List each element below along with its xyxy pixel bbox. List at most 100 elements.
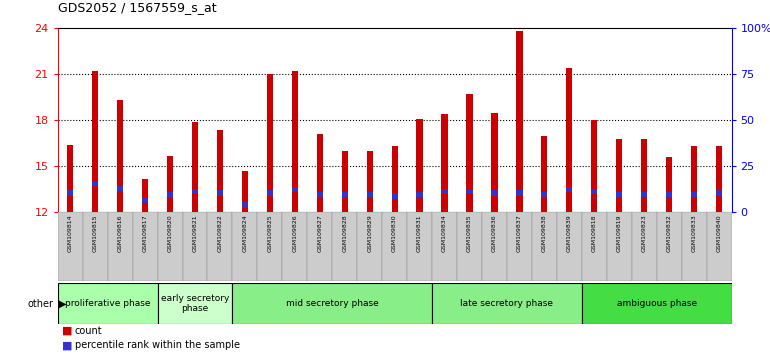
Text: GSM109834: GSM109834 xyxy=(442,215,447,252)
Bar xyxy=(467,189,473,194)
Bar xyxy=(516,190,523,195)
Bar xyxy=(266,190,273,195)
Text: early secretory
phase: early secretory phase xyxy=(161,294,229,313)
Bar xyxy=(92,71,99,212)
Bar xyxy=(391,147,398,212)
Bar xyxy=(641,139,648,212)
Text: ambiguous phase: ambiguous phase xyxy=(617,299,697,308)
Text: GSM109822: GSM109822 xyxy=(217,215,223,252)
Bar xyxy=(467,94,473,212)
Text: GSM109819: GSM109819 xyxy=(617,215,621,252)
Text: GDS2052 / 1567559_s_at: GDS2052 / 1567559_s_at xyxy=(58,1,216,14)
Bar xyxy=(507,212,532,281)
Text: ■: ■ xyxy=(62,340,72,350)
Text: GSM109821: GSM109821 xyxy=(192,215,197,252)
Bar xyxy=(58,283,158,324)
Bar xyxy=(666,157,672,212)
Text: other: other xyxy=(28,298,54,309)
Bar xyxy=(292,71,298,212)
Bar xyxy=(432,283,582,324)
Bar xyxy=(516,32,523,212)
Text: GSM109828: GSM109828 xyxy=(342,215,347,252)
Bar xyxy=(616,192,622,197)
Text: GSM109816: GSM109816 xyxy=(118,215,122,252)
Text: ▶: ▶ xyxy=(59,298,67,309)
Text: GSM109838: GSM109838 xyxy=(542,215,547,252)
Text: GSM109826: GSM109826 xyxy=(293,215,297,252)
Bar xyxy=(616,139,622,212)
Text: GSM109818: GSM109818 xyxy=(592,215,597,252)
Text: GSM109825: GSM109825 xyxy=(267,215,273,252)
Bar xyxy=(417,119,423,212)
Text: count: count xyxy=(75,326,102,336)
Bar xyxy=(367,192,373,197)
Bar xyxy=(707,212,732,281)
Text: GSM109832: GSM109832 xyxy=(667,215,671,252)
Text: percentile rank within the sample: percentile rank within the sample xyxy=(75,340,239,350)
Bar xyxy=(457,212,482,281)
Text: GSM109830: GSM109830 xyxy=(392,215,397,252)
Bar xyxy=(192,189,198,194)
Text: GSM109837: GSM109837 xyxy=(517,215,522,252)
Bar xyxy=(582,212,607,281)
Text: GSM109829: GSM109829 xyxy=(367,215,372,252)
Bar xyxy=(142,198,148,203)
Bar xyxy=(158,283,233,324)
Text: GSM109836: GSM109836 xyxy=(492,215,497,252)
Text: GSM109815: GSM109815 xyxy=(92,215,98,252)
Text: late secretory phase: late secretory phase xyxy=(460,299,554,308)
Bar xyxy=(566,187,572,193)
Bar xyxy=(367,151,373,212)
Bar xyxy=(591,189,598,194)
Text: GSM109840: GSM109840 xyxy=(717,215,721,252)
Text: GSM109833: GSM109833 xyxy=(691,215,697,252)
Text: GSM109820: GSM109820 xyxy=(168,215,172,252)
Bar xyxy=(92,181,99,186)
Text: GSM109824: GSM109824 xyxy=(243,215,247,252)
Bar xyxy=(541,136,547,212)
Bar xyxy=(207,212,233,281)
Bar xyxy=(382,212,407,281)
Bar xyxy=(607,212,631,281)
Bar xyxy=(132,212,158,281)
Text: ■: ■ xyxy=(62,326,72,336)
Bar xyxy=(58,212,82,281)
Text: proliferative phase: proliferative phase xyxy=(65,299,150,308)
Bar xyxy=(233,212,257,281)
Bar xyxy=(391,193,398,199)
Bar xyxy=(657,212,681,281)
Bar xyxy=(167,156,173,212)
Bar xyxy=(557,212,582,281)
Bar xyxy=(217,130,223,212)
Bar xyxy=(441,114,447,212)
Bar xyxy=(332,212,357,281)
Bar xyxy=(67,145,73,212)
Bar xyxy=(266,74,273,212)
Text: GSM109839: GSM109839 xyxy=(567,215,572,252)
Bar xyxy=(117,185,123,191)
Bar xyxy=(283,212,307,281)
Text: GSM109827: GSM109827 xyxy=(317,215,323,252)
Bar xyxy=(691,147,697,212)
Bar xyxy=(716,147,722,212)
Bar xyxy=(432,212,457,281)
Bar xyxy=(257,212,283,281)
Bar xyxy=(242,171,248,212)
Text: GSM109835: GSM109835 xyxy=(467,215,472,252)
Bar xyxy=(491,113,497,212)
Bar xyxy=(407,212,432,281)
Bar xyxy=(631,212,657,281)
Bar xyxy=(716,190,722,195)
Bar xyxy=(666,192,672,197)
Bar xyxy=(566,68,572,212)
Text: GSM109831: GSM109831 xyxy=(417,215,422,252)
Bar xyxy=(441,189,447,194)
Bar xyxy=(117,101,123,212)
Bar xyxy=(357,212,382,281)
Bar xyxy=(307,212,332,281)
Bar xyxy=(158,212,182,281)
Bar xyxy=(67,190,73,195)
Bar xyxy=(292,187,298,193)
Bar xyxy=(82,212,108,281)
Bar xyxy=(491,190,497,195)
